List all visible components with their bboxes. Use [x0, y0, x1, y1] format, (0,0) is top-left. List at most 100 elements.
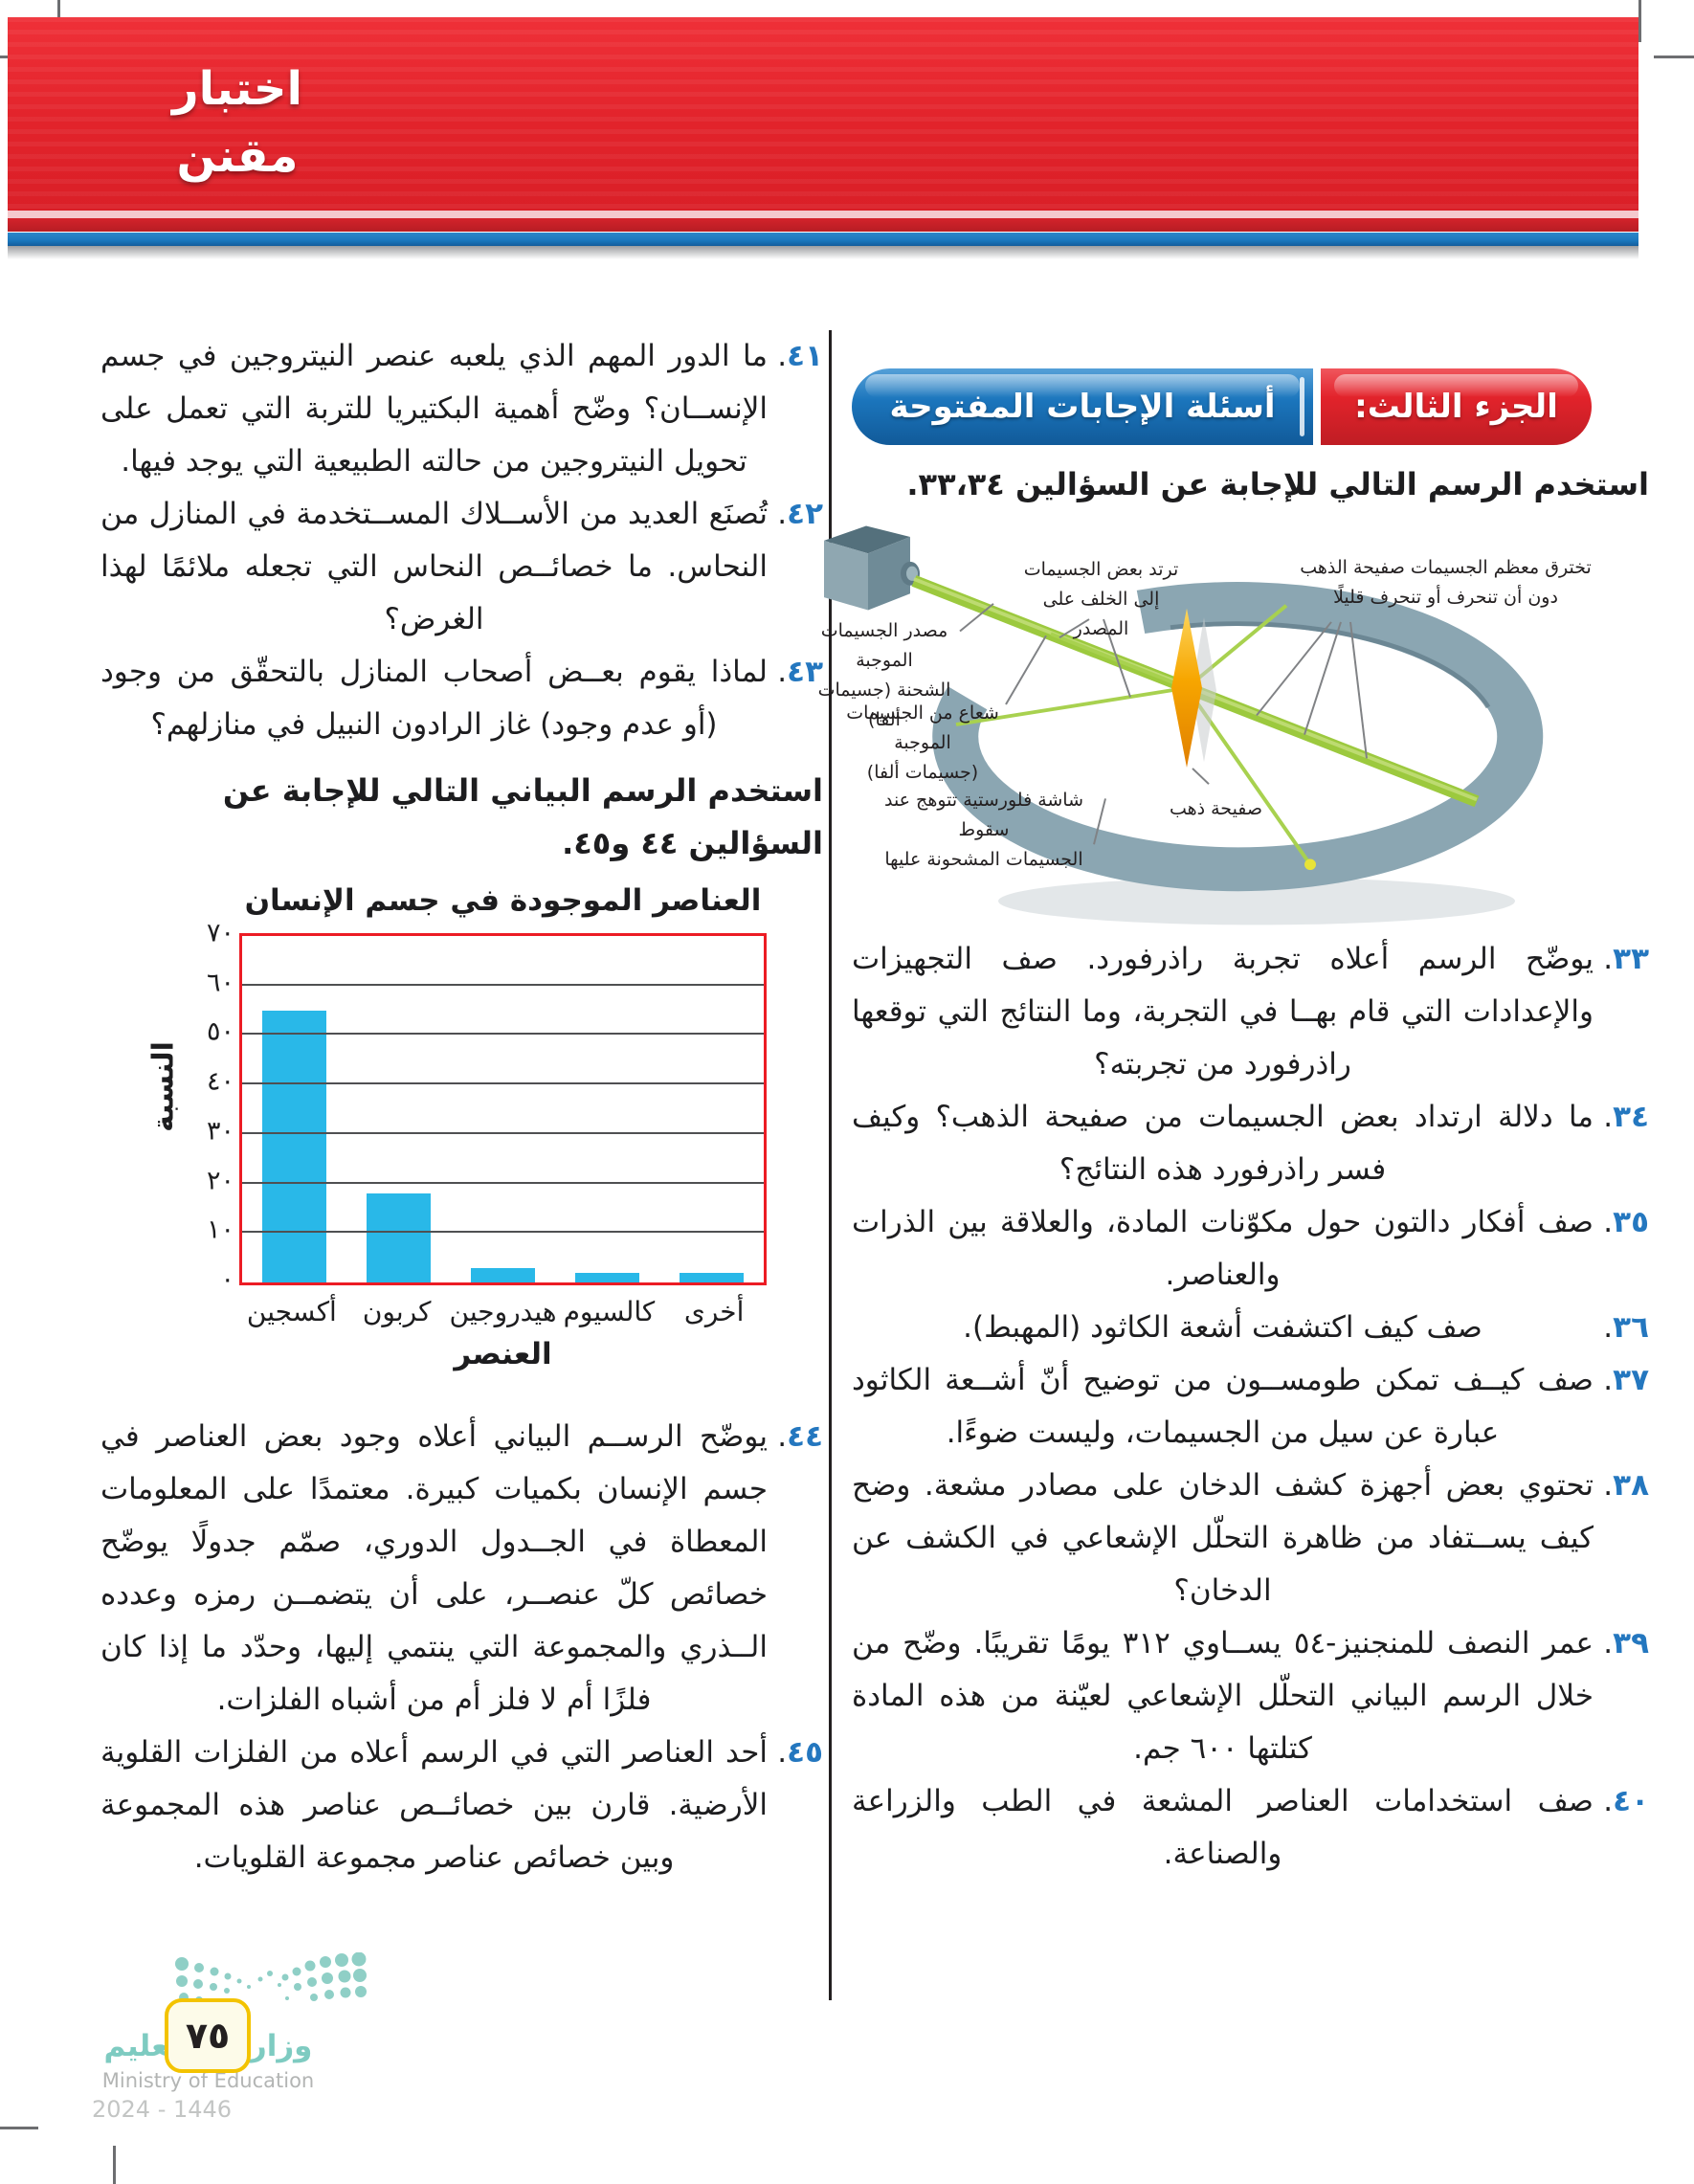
question-number: ٣٦.: [1603, 1310, 1649, 1345]
question-42: ٤٢. تُصنَع العديد من الأســلاك المســتخد…: [100, 488, 823, 646]
page-banner: [8, 17, 1638, 211]
ring-inner-rim: [1170, 621, 1491, 709]
question-44: ٤٤. يوضّح الرســم البياني أعلاه وجود بعض…: [100, 1411, 823, 1727]
gridline: [242, 1082, 764, 1085]
bar-slot: [659, 936, 764, 1282]
question-39: ٣٩. عمر النصف للمنجنيز-٥٤ يســاوي ٣١٢ يو…: [852, 1617, 1649, 1775]
question-41: ٤١. ما الدور المهم الذي يلعبه عنصر النيت…: [100, 330, 823, 488]
ytick: ٣٠: [206, 1116, 234, 1147]
label-beam: شعاع من الجسيمات الموجبة (جسيمات ألفا): [840, 699, 1005, 788]
footer: وزارة التــعليم ٧٥ Ministry of Education…: [57, 1905, 459, 2153]
question-38: ٣٨. تحتوي بعض أجهزة كشف الدخان على مصادر…: [852, 1460, 1649, 1617]
question-40: ٤٠. صف استخدامات العناصر المشعة في الطب …: [852, 1775, 1649, 1881]
label-gold-foil: صفيحة ذهب: [1169, 798, 1263, 819]
question-number: ٣٣.: [1603, 942, 1649, 976]
label-penetrate-line1: تخترق معظم الجسيمات صفيحة الذهب: [1300, 557, 1592, 578]
label-screen: شاشة فلورستية تتوهج عند سقوط الجسيمات ال…: [859, 786, 1108, 875]
ytick: ٤٠: [206, 1066, 234, 1097]
source-box-front: [824, 540, 868, 611]
source-nozzle-inner: [906, 566, 918, 581]
banner-stripe-shadow: [8, 246, 1638, 259]
xlabel-أخرى: أخرى: [683, 1296, 745, 1327]
question-number: ٣٧.: [1603, 1363, 1649, 1397]
question-34: ٣٤. ما دلالة ارتداد بعض الجسيمات من صفيح…: [852, 1091, 1649, 1196]
question-33: ٣٣. يوضّح الرسم أعلاه تجربة راذرفورد. صف…: [852, 933, 1649, 1091]
chart-title: العناصر الموجودة في جسم الإنسان: [244, 883, 762, 918]
label-penetrate: تخترق معظم الجسيمات صفيحة الذهب دون أن ت…: [1252, 553, 1639, 613]
part-badge-label: الجزء الثالث:: [1354, 388, 1558, 426]
xlabel-كربون: كربون: [362, 1296, 432, 1327]
label-screen-line1: شاشة فلورستية تتوهج عند سقوط: [883, 790, 1084, 840]
xlabel-أكسجين: أكسجين: [246, 1296, 337, 1327]
gridline: [242, 983, 764, 986]
ytick: ٦٠: [206, 968, 234, 998]
ministry-logo-dots: [175, 1952, 367, 2004]
bar-slot: [555, 936, 659, 1282]
page-title-line2: مقنن: [176, 129, 299, 183]
bar-slot: [451, 936, 555, 1282]
bar-slot: [242, 936, 346, 1282]
bar-هيدروجين: [470, 1267, 536, 1282]
part-badge: الجزء الثالث: أسئلة الإجابات المفتوحة: [852, 368, 1592, 445]
question-number: ٤٥.: [777, 1735, 823, 1770]
label-backscatter-line1: ترتد بعض الجسيمات: [1023, 559, 1179, 580]
ytick: ١٠: [206, 1215, 234, 1245]
xlabel-هيدروجين: هيدروجين: [449, 1296, 557, 1327]
question-35: ٣٥. صف أفكار دالتون حول مكوّنات المادة، …: [852, 1196, 1649, 1302]
part-badge-blue-segment: أسئلة الإجابات المفتوحة: [852, 368, 1313, 445]
source-box-top: [824, 525, 910, 554]
question-45: ٤٥. أحد العناصر التي في الرسم أعلاه من ا…: [100, 1727, 823, 1884]
ytick: ٢٠: [206, 1166, 234, 1196]
page-title-line1: اختبار: [172, 62, 302, 116]
label-beam-line2: (جسيمات ألفا): [866, 762, 979, 783]
question-text: أحد العناصر التي في الرسم أعلاه من الفلز…: [100, 1735, 768, 1875]
question-text: صف أفكار دالتون حول مكوّنات المادة، والع…: [852, 1205, 1594, 1292]
chart-y-axis-label: النسبة: [146, 1041, 181, 1132]
question-number: ٣٩.: [1603, 1626, 1649, 1660]
gridline: [242, 1131, 764, 1134]
question-37: ٣٧. صف كيــف تمكن طومســون من توضيح أنّ …: [852, 1354, 1649, 1460]
question-number: ٤١.: [777, 339, 823, 373]
question-number: ٤٠.: [1603, 1784, 1649, 1818]
question-number: ٣٨.: [1603, 1468, 1649, 1503]
chart-xlabels: أكسجين كربون هيدروجين كالسيوم أخرى: [239, 1290, 767, 1334]
part-badge-red-segment: الجزء الثالث:: [1321, 368, 1592, 445]
label-source-line1: مصدر الجسيمات الموجبة: [820, 620, 948, 671]
question-text: ما دلالة ارتداد بعض الجسيمات من صفيحة ال…: [852, 1100, 1594, 1187]
source-box-side: [868, 537, 910, 611]
column-divider: [829, 330, 832, 2000]
chart-yticks: ٠ ١٠ ٢٠ ٣٠ ٤٠ ٥٠ ٦٠ ٧٠: [185, 921, 234, 1293]
chart-x-axis-label: العنصر: [454, 1337, 552, 1371]
label-backscatter: ترتد بعض الجسيمات إلى الخلف على المصدر: [1022, 555, 1180, 644]
chart-intro: استخدم الرسم البياني التالي للإجابة عن ا…: [222, 772, 823, 861]
ring-shadow: [998, 877, 1515, 925]
question-text: ما الدور المهم الذي يلعبه عنصر النيتروجي…: [100, 339, 768, 479]
label-backscatter-line2: إلى الخلف على المصدر: [1042, 589, 1160, 639]
gridline: [242, 1181, 764, 1184]
page-number-box: ٧٥: [165, 1998, 251, 2073]
ministry-logo-english: Ministry of Education: [101, 2069, 315, 2092]
label-screen-line2: الجسيمات المشحونة عليها: [884, 849, 1083, 870]
bar-كالسيوم: [574, 1272, 640, 1282]
foil-shadow: [1192, 617, 1216, 763]
ytick: ٠: [220, 1264, 234, 1295]
question-text: صف كيــف تمكن طومســون من توضيح أنّ أشــ…: [852, 1363, 1594, 1450]
cropmark-bottom-left-v: [113, 2146, 116, 2184]
rutherford-diagram-art: [824, 525, 1544, 925]
page-number: ٧٥: [185, 2015, 231, 2057]
question-43: ٤٣. لماذا يقوم بعــض أصحاب المنازل بالتح…: [100, 646, 823, 751]
scattered-ray-left: [955, 685, 1188, 726]
label-beam-line1: شعاع من الجسيمات الموجبة: [846, 702, 999, 753]
banner-stripe-blue: [8, 233, 1638, 246]
glow-spot: [1304, 858, 1316, 871]
ytick: ٥٠: [206, 1016, 234, 1047]
elements-bar-chart: العناصر الموجودة في جسم الإنسان النسبة ٠…: [100, 883, 823, 1386]
question-text: تُصنَع العديد من الأســلاك المســتخدمة ف…: [100, 497, 768, 636]
xlabel-كالسيوم: كالسيوم: [563, 1296, 656, 1327]
bar-أكسجين: [261, 1010, 327, 1282]
left-column: ٤١. ما الدور المهم الذي يلعبه عنصر النيت…: [100, 330, 823, 1884]
bar-slot: [346, 936, 451, 1282]
cropmark-top-right-v: [1638, 0, 1641, 42]
cropmark-top-right-h: [1654, 56, 1694, 58]
question-text: يوضّح الرسم أعلاه تجربة راذرفورد. صف الت…: [852, 942, 1594, 1081]
